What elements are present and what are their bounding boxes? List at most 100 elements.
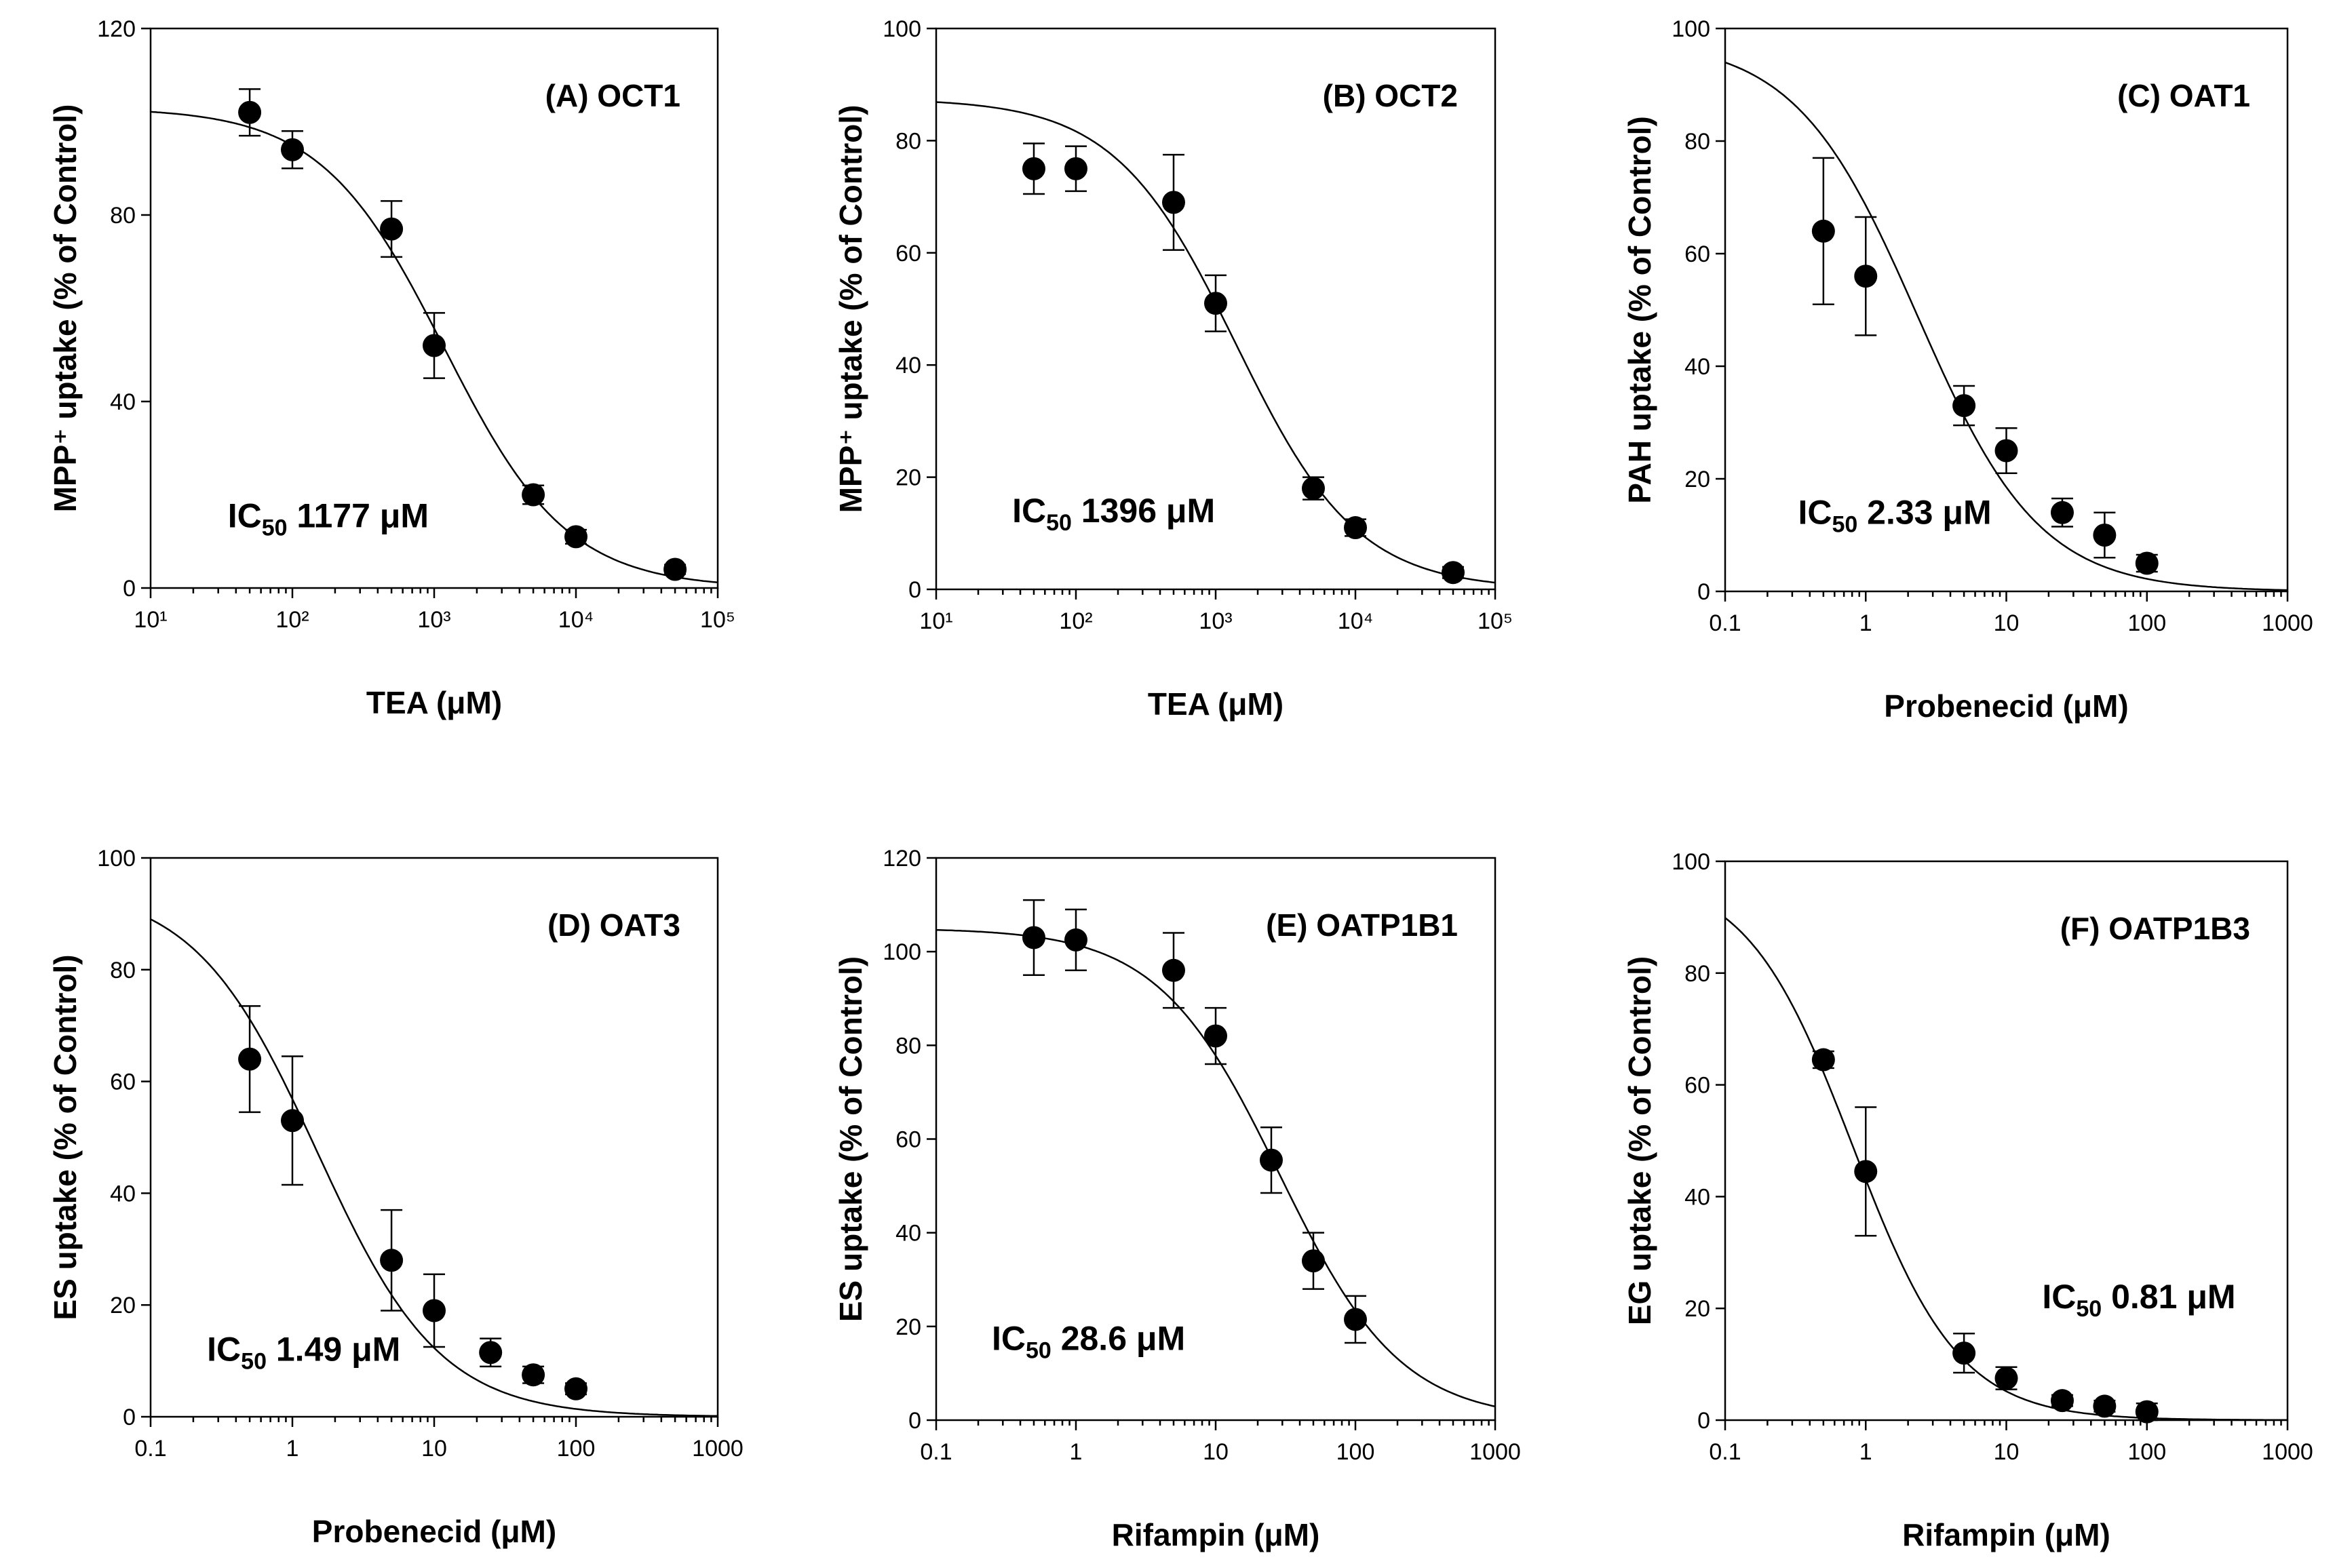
y-tick-label: 80 (1684, 129, 1710, 155)
data-point (1344, 516, 1367, 540)
y-tick-label: 60 (895, 1127, 921, 1153)
x-tick-label: 1000 (2262, 610, 2313, 636)
y-tick-label: 20 (895, 1314, 921, 1340)
ic50-label: IC50 2.33 μM (1798, 493, 1991, 537)
panel-title: (A) OCT1 (545, 78, 680, 113)
x-axis-label: TEA (μM) (366, 685, 502, 720)
x-tick-label: 10 (1994, 610, 2020, 636)
data-point (238, 100, 262, 124)
fit-curve (1724, 917, 2288, 1422)
panel-title: (D) OAT3 (547, 907, 680, 943)
x-tick-label: 10³ (417, 607, 450, 633)
y-axis-label: ES uptake (% of Control) (833, 956, 868, 1322)
y-axis-label: PAH uptake (% of Control) (1622, 116, 1657, 504)
ic50-label: IC50 1.49 μM (207, 1331, 400, 1375)
y-tick-label: 60 (1684, 241, 1710, 267)
x-tick-label: 1000 (2262, 1439, 2313, 1465)
data-point (564, 525, 587, 549)
data-point (1994, 1367, 2018, 1390)
data-point (1022, 157, 1045, 180)
data-point (2093, 524, 2117, 547)
data-point (2050, 1389, 2074, 1413)
x-axis-label: Probenecid (μM) (1884, 688, 2128, 724)
x-tick-label: 100 (557, 1436, 596, 1462)
x-tick-label: 1000 (692, 1436, 744, 1462)
y-tick-label: 100 (1672, 849, 1710, 875)
fit-curve (150, 918, 718, 1417)
chart-panel-e: 0 20 40 60 80 100 120 0.1 1 10 100 1000 Rifampin (μM… (833, 846, 1521, 1552)
x-tick-label: 10 (1994, 1439, 2020, 1465)
data-point (238, 1047, 262, 1071)
x-tick-label: 100 (1336, 1439, 1375, 1465)
data-point (1854, 1160, 1878, 1183)
data-point (564, 1377, 587, 1400)
x-axis-label: TEA (μM) (1148, 686, 1284, 722)
y-tick-label: 100 (883, 939, 921, 965)
data-point (1064, 157, 1087, 180)
y-tick-label: 20 (110, 1293, 136, 1318)
y-tick-label: 100 (1672, 16, 1710, 42)
x-tick-label: 10 (1203, 1439, 1229, 1465)
data-point (281, 138, 304, 161)
data-point (380, 217, 404, 241)
chart-panel-a: 0 40 80 120 10¹ 10² 10³ 10⁴ 10⁵ TEA (μM) MPP⁺ upta… (47, 16, 735, 720)
y-tick-label: 0 (123, 576, 136, 602)
data-point (479, 1341, 503, 1365)
data-point (2050, 501, 2074, 524)
y-tick-label: 80 (895, 128, 921, 154)
data-point (1854, 264, 1878, 288)
x-tick-label: 1000 (1469, 1439, 1521, 1465)
data-point (2135, 551, 2159, 575)
y-tick-label: 0 (123, 1405, 136, 1430)
y-tick-label: 40 (1684, 354, 1710, 380)
data-point (663, 557, 687, 581)
x-tick-label: 10⁵ (1478, 608, 1513, 634)
x-tick-label: 0.1 (1709, 610, 1741, 636)
data-point (1811, 219, 1835, 243)
x-tick-label: 1 (1859, 610, 1872, 636)
y-tick-label: 120 (883, 846, 921, 871)
data-point (1204, 292, 1227, 315)
y-tick-label: 40 (110, 389, 136, 415)
data-point (522, 483, 545, 507)
chart-panel-f: 0 20 40 60 80 100 0.1 1 10 100 1000 Rifampin (μM) EG… (1622, 849, 2313, 1552)
data-point (423, 334, 446, 357)
data-point (1259, 1148, 1283, 1172)
x-tick-label: 10¹ (919, 608, 952, 634)
data-point (1952, 394, 1976, 418)
panel-title: (C) OAT1 (2117, 78, 2250, 113)
data-point (1811, 1048, 1835, 1072)
data-point (1441, 561, 1465, 585)
y-tick-label: 20 (1684, 467, 1710, 492)
y-tick-label: 20 (895, 465, 921, 491)
data-point (522, 1363, 545, 1387)
data-point (2093, 1394, 2117, 1418)
ic50-label: IC50 0.81 μM (2042, 1278, 2235, 1322)
y-tick-label: 0 (1697, 579, 1710, 605)
y-tick-label: 40 (895, 1221, 921, 1247)
y-tick-label: 0 (908, 577, 921, 603)
y-tick-label: 100 (97, 846, 136, 871)
data-point (1344, 1308, 1367, 1331)
y-tick-label: 120 (97, 16, 136, 42)
x-axis-label: Rifampin (μM) (1902, 1517, 2110, 1552)
data-point (423, 1299, 446, 1322)
panel-title: (E) OATP1B1 (1266, 907, 1458, 943)
chart-panel-c: 0 20 40 60 80 100 0.1 1 10 100 1000 Probenecid (μM)… (1622, 16, 2313, 724)
x-tick-label: 0.1 (134, 1436, 166, 1462)
y-tick-label: 60 (1684, 1073, 1710, 1099)
data-point (380, 1249, 404, 1272)
y-tick-label: 80 (1684, 961, 1710, 987)
ic50-label: IC50 1177 μM (228, 497, 429, 541)
data-point (1161, 958, 1185, 982)
y-tick-label: 80 (110, 203, 136, 229)
x-axis-label: Rifampin (μM) (1112, 1517, 1320, 1552)
data-point (1204, 1024, 1227, 1048)
panel-title: (B) OCT2 (1323, 78, 1458, 113)
y-tick-label: 60 (895, 241, 921, 267)
y-tick-label: 40 (895, 353, 921, 378)
x-tick-label: 0.1 (1709, 1439, 1741, 1465)
x-tick-label: 10² (275, 607, 309, 633)
data-point (1301, 1249, 1325, 1273)
y-tick-label: 40 (1684, 1184, 1710, 1210)
